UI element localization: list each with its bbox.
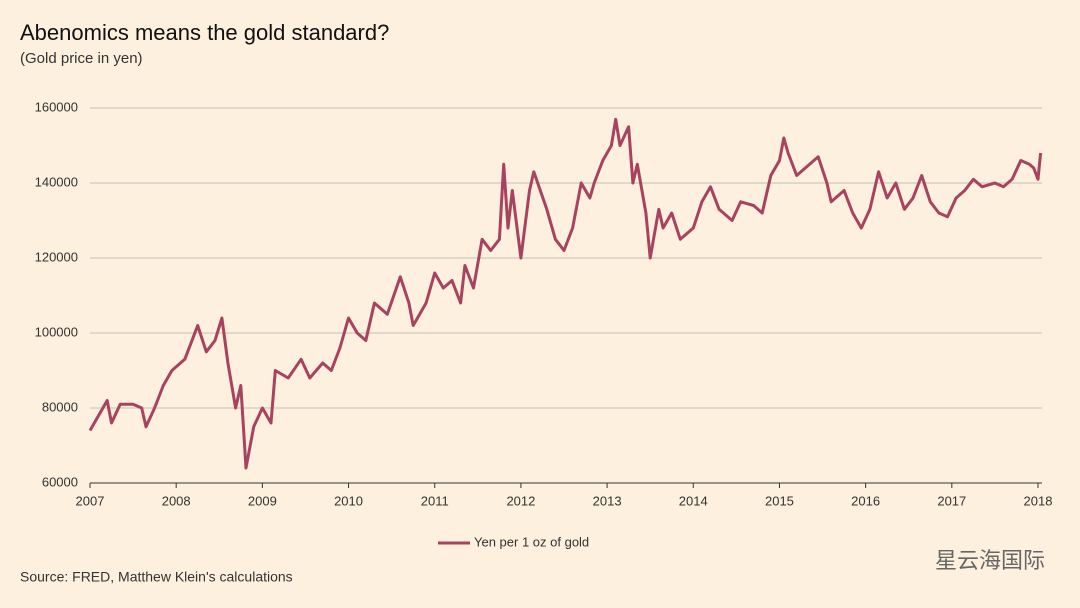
chart-subtitle: (Gold price in yen) — [20, 50, 143, 67]
y-tick-label: 100000 — [35, 324, 78, 339]
x-tick-label: 2011 — [421, 493, 449, 508]
x-tick-label: 2010 — [334, 493, 363, 508]
x-tick-label: 2013 — [593, 493, 622, 508]
x-tick-label: 2008 — [162, 493, 191, 508]
y-tick-label: 120000 — [35, 249, 78, 264]
x-tick-label: 2014 — [679, 493, 708, 508]
y-tick-label: 140000 — [35, 174, 78, 189]
x-tick-label: 2007 — [76, 493, 105, 508]
x-tick-label: 2015 — [765, 493, 794, 508]
line-series — [88, 117, 1043, 470]
y-tick-label: 80000 — [42, 399, 78, 414]
x-tick-label: 2016 — [851, 493, 880, 508]
chart-title: Abenomics means the gold standard? — [20, 20, 389, 45]
y-tick-label: 60000 — [42, 474, 78, 489]
x-tick-label: 2018 — [1024, 493, 1053, 508]
source: Source: FRED, Matthew Klein's calculatio… — [20, 569, 293, 585]
x-tick-label: 2009 — [248, 493, 277, 508]
watermark: 星云海国际 — [935, 548, 1045, 573]
y-tick-label: 160000 — [35, 99, 78, 114]
legend-label: Yen per 1 oz of gold — [474, 534, 589, 549]
x-tick-label: 2017 — [937, 493, 966, 508]
x-tick-label: 2012 — [506, 493, 535, 508]
